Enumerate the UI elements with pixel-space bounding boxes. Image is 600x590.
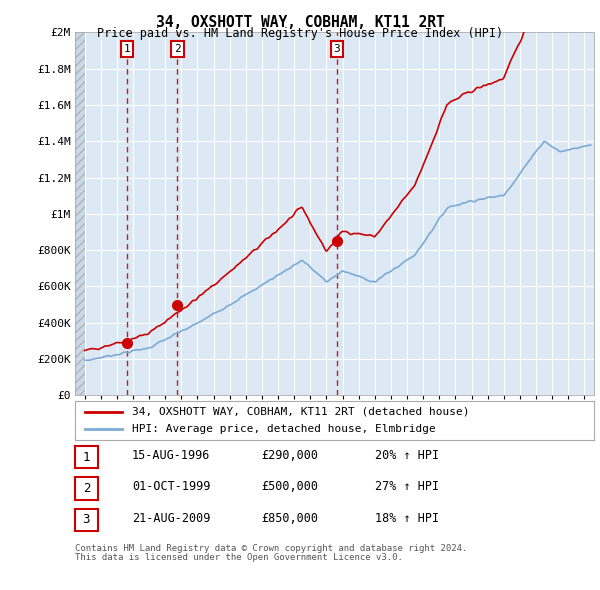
Text: £500,000: £500,000 [261,480,318,493]
Text: 2: 2 [174,44,181,54]
Bar [75,32,85,395]
Text: 20% ↑ HPI: 20% ↑ HPI [375,449,439,462]
Text: 3: 3 [83,513,90,526]
Text: 1: 1 [124,44,130,54]
Text: Price paid vs. HM Land Registry's House Price Index (HPI): Price paid vs. HM Land Registry's House … [97,27,503,40]
Text: 15-AUG-1996: 15-AUG-1996 [132,449,211,462]
Text: 3: 3 [334,44,340,54]
Text: 21-AUG-2009: 21-AUG-2009 [132,512,211,525]
Text: 1: 1 [83,451,90,464]
Text: This data is licensed under the Open Government Licence v3.0.: This data is licensed under the Open Gov… [75,553,403,562]
Text: £850,000: £850,000 [261,512,318,525]
Text: HPI: Average price, detached house, Elmbridge: HPI: Average price, detached house, Elmb… [132,424,436,434]
Text: 01-OCT-1999: 01-OCT-1999 [132,480,211,493]
Text: Contains HM Land Registry data © Crown copyright and database right 2024.: Contains HM Land Registry data © Crown c… [75,545,467,553]
Text: £290,000: £290,000 [261,449,318,462]
Text: 2: 2 [83,482,90,495]
Text: 34, OXSHOTT WAY, COBHAM, KT11 2RT: 34, OXSHOTT WAY, COBHAM, KT11 2RT [155,15,445,30]
Text: 18% ↑ HPI: 18% ↑ HPI [375,512,439,525]
Text: 27% ↑ HPI: 27% ↑ HPI [375,480,439,493]
Text: 34, OXSHOTT WAY, COBHAM, KT11 2RT (detached house): 34, OXSHOTT WAY, COBHAM, KT11 2RT (detac… [132,407,470,417]
